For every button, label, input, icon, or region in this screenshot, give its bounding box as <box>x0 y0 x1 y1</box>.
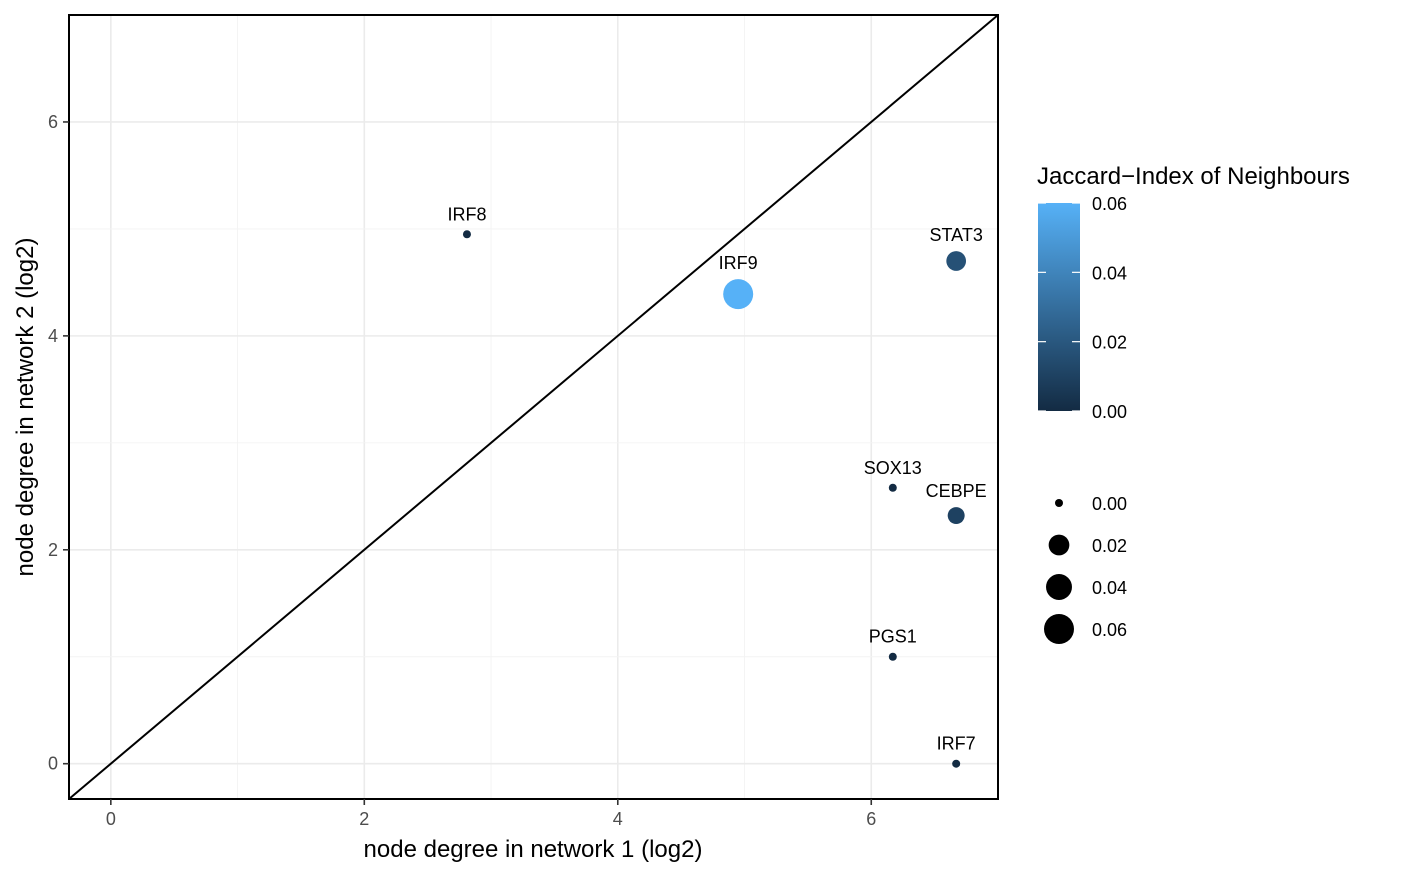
size-legend-label: 0.06 <box>1092 620 1127 640</box>
color-bar-ticks: 0.00 0.02 0.04 0.06 <box>1038 194 1127 422</box>
x-tick-label: 4 <box>613 809 623 829</box>
color-bar-tick-label: 0.04 <box>1092 263 1127 283</box>
y-axis: 0 2 4 6 <box>48 112 69 774</box>
point-label: IRF9 <box>719 253 758 273</box>
size-legend-label: 0.04 <box>1092 578 1127 598</box>
data-point <box>462 230 471 239</box>
data-point <box>723 279 754 310</box>
point-label: PGS1 <box>869 627 917 647</box>
color-bar-tick-label: 0.06 <box>1092 194 1127 214</box>
point-label: IRF7 <box>937 734 976 754</box>
color-bar-tick-label: 0.02 <box>1092 333 1127 353</box>
size-legend-circle <box>1044 614 1074 644</box>
point-label: IRF8 <box>447 204 486 224</box>
color-bar-tick-label: 0.00 <box>1092 402 1127 422</box>
points-group <box>462 230 967 768</box>
diagonal-reference-line <box>68 14 999 800</box>
plot-panel-border <box>68 14 999 800</box>
y-tick-label: 0 <box>48 754 58 774</box>
size-legend-label: 0.00 <box>1092 494 1127 514</box>
y-tick-label: 6 <box>48 112 58 132</box>
x-tick-label: 0 <box>106 809 116 829</box>
y-tick-label: 4 <box>48 326 58 346</box>
data-point <box>888 483 897 492</box>
data-point <box>946 251 967 271</box>
data-point <box>952 759 961 768</box>
x-axis-title: node degree in network 1 (log2) <box>364 836 703 863</box>
x-axis: 0 2 4 6 <box>106 799 876 829</box>
data-point <box>888 652 897 661</box>
x-tick-label: 6 <box>866 809 876 829</box>
size-legend-circle <box>1048 534 1070 556</box>
grid-lines <box>69 15 998 799</box>
color-legend-title: Jaccard−Index of Neighbours <box>1037 163 1350 190</box>
size-legend-label: 0.02 <box>1092 536 1127 556</box>
y-axis-title: node degree in network 2 (log2) <box>12 238 39 577</box>
reference-line-group <box>68 14 999 800</box>
point-label: SOX13 <box>864 458 922 478</box>
point-label: CEBPE <box>926 481 987 501</box>
size-legend: 0.00 0.02 0.04 0.06 <box>1044 494 1127 644</box>
legend: Jaccard−Index of Neighbours 0.00 0.02 0.04… <box>1037 163 1350 644</box>
color-bar <box>1038 203 1080 411</box>
x-tick-label: 2 <box>359 809 369 829</box>
data-point <box>947 507 965 525</box>
point-label: STAT3 <box>930 225 983 245</box>
size-legend-circle <box>1055 499 1063 507</box>
y-tick-label: 2 <box>48 540 58 560</box>
size-legend-circle <box>1046 574 1072 600</box>
